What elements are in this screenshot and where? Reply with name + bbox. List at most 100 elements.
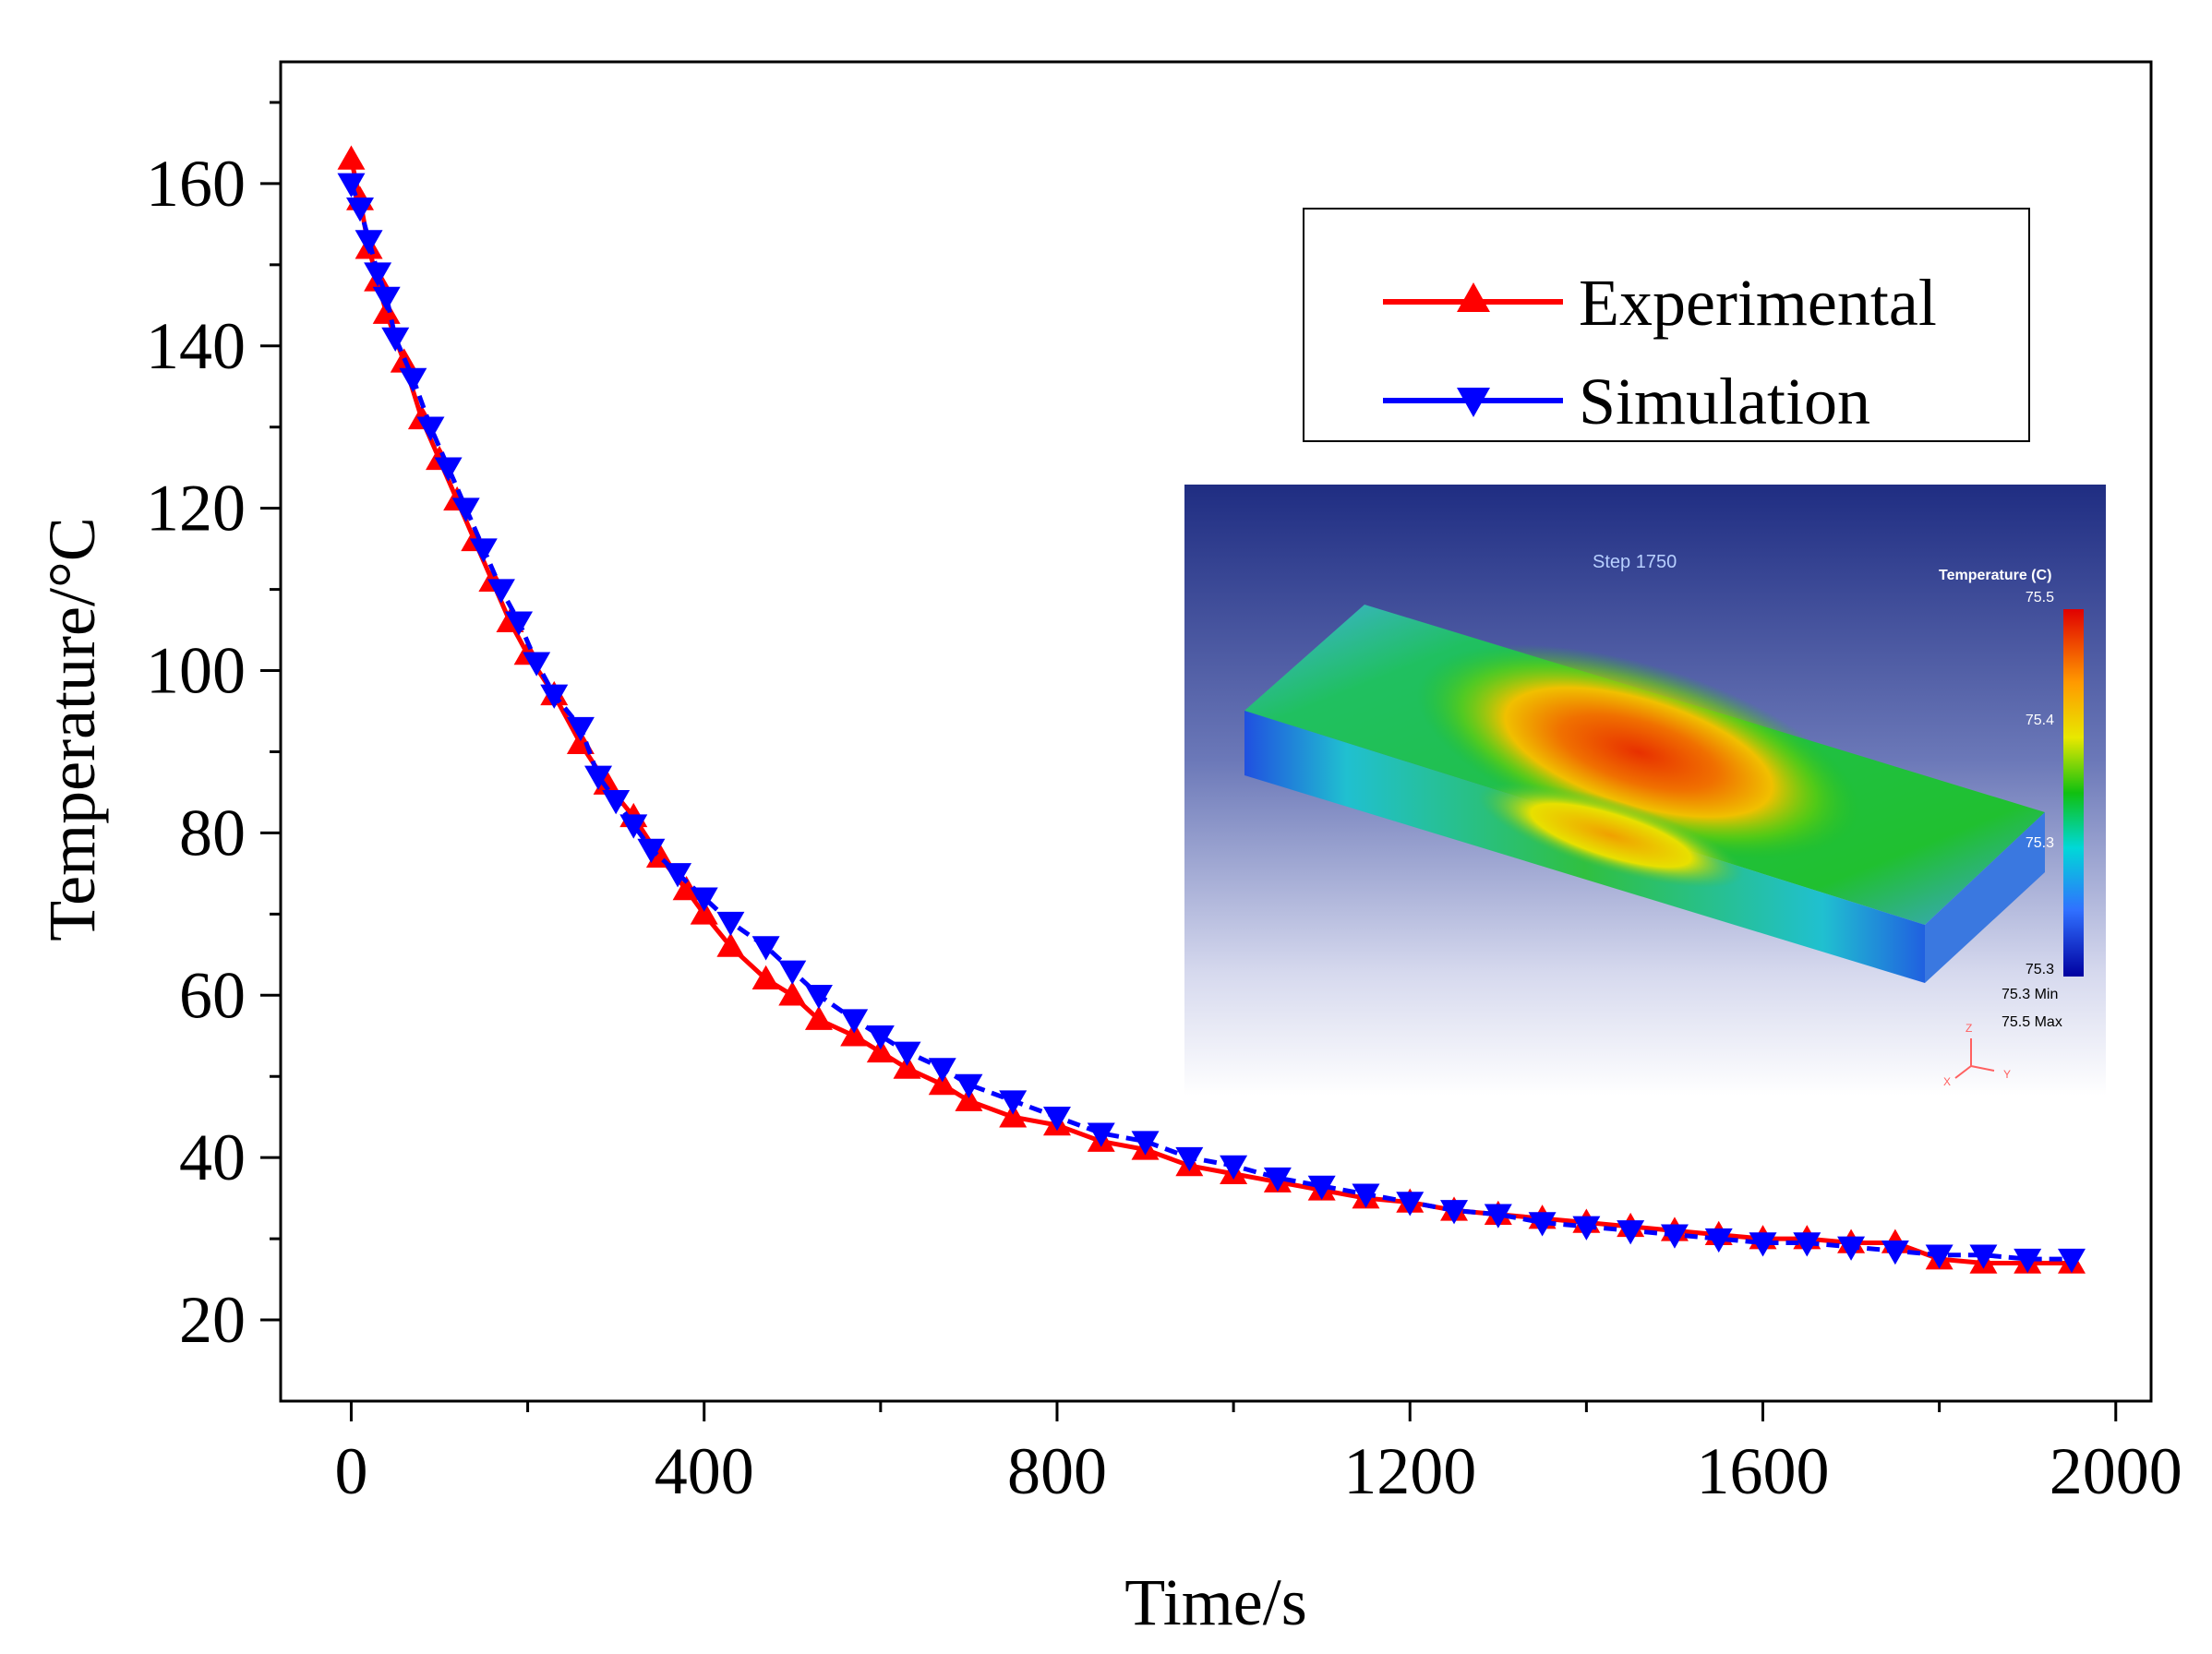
data-point-experimental xyxy=(716,932,745,957)
data-point-simulation xyxy=(1617,1220,1645,1245)
data-point-simulation xyxy=(778,960,807,985)
colorbar-tick-4: 75.3 xyxy=(2026,962,2054,977)
data-point-simulation xyxy=(1969,1244,1998,1269)
data-point-simulation xyxy=(664,863,692,888)
data-point-simulation xyxy=(619,814,648,839)
y-tick-label: 140 xyxy=(146,309,246,383)
data-point-simulation xyxy=(840,1009,869,1034)
data-point-simulation xyxy=(487,579,515,604)
y-tick-label: 40 xyxy=(179,1121,246,1194)
data-point-simulation xyxy=(1749,1232,1777,1257)
data-point-simulation xyxy=(523,652,551,677)
colorbar-tick-1: 75.5 xyxy=(2026,590,2054,605)
axis-layer: 0 400 800 1200 1600 2000 20 40 60 80 100 120 140 160 xyxy=(146,101,2182,1508)
legend-label-experimental: Experimental xyxy=(1579,266,1937,340)
data-point-simulation xyxy=(2014,1248,2042,1274)
inset-step-label: Step 1750 xyxy=(1593,552,1677,572)
data-point-simulation xyxy=(928,1058,956,1083)
data-point-simulation xyxy=(1307,1175,1336,1200)
data-point-experimental xyxy=(840,1022,869,1047)
y-tick-label: 60 xyxy=(179,958,246,1032)
data-point-simulation xyxy=(540,684,569,709)
data-point-experimental xyxy=(804,1005,833,1030)
data-point-simulation xyxy=(2057,1248,2086,1274)
data-point-simulation xyxy=(381,327,410,352)
data-point-simulation xyxy=(1837,1236,1866,1261)
colorbar-tick-3: 75.3 xyxy=(2026,835,2054,851)
data-point-simulation xyxy=(602,789,631,815)
data-point-simulation xyxy=(1660,1224,1689,1249)
y-tick-label: 120 xyxy=(146,472,246,545)
data-point-experimental xyxy=(928,1071,956,1096)
data-point-simulation xyxy=(451,497,480,522)
data-point-simulation xyxy=(1352,1183,1380,1208)
data-point-simulation xyxy=(1263,1167,1292,1193)
data-point-simulation xyxy=(1528,1212,1557,1237)
y-axis-title: Temperature/°C xyxy=(35,517,109,941)
data-point-simulation xyxy=(355,230,383,255)
data-point-simulation xyxy=(346,198,375,222)
data-point-simulation xyxy=(1440,1200,1469,1225)
x-axis-title: Time/s xyxy=(1124,1565,1306,1639)
data-point-simulation xyxy=(364,262,392,287)
inset-min-label: 75.3 Min xyxy=(2002,987,2058,1002)
series-layer xyxy=(337,145,2086,1274)
data-point-simulation xyxy=(1087,1122,1115,1147)
data-point-simulation xyxy=(505,611,534,636)
legend: Experimental Simulation xyxy=(1303,208,2030,442)
data-point-experimental xyxy=(593,770,621,795)
front-hotspot xyxy=(1478,783,1744,888)
data-point-simulation xyxy=(999,1090,1028,1115)
data-point-simulation xyxy=(1793,1232,1821,1257)
data-point-simulation xyxy=(751,936,780,961)
data-point-simulation xyxy=(1572,1216,1601,1240)
data-point-experimental xyxy=(337,145,366,170)
top-hotspot xyxy=(1416,644,1861,860)
data-point-simulation xyxy=(399,367,427,392)
x-tick-label: 400 xyxy=(655,1434,754,1508)
data-point-simulation xyxy=(372,286,401,312)
colorbar-title: Temperature (C) xyxy=(1939,568,2051,583)
data-point-simulation xyxy=(690,887,718,912)
y-tick-label: 100 xyxy=(146,634,246,708)
data-point-simulation xyxy=(584,765,613,790)
data-point-experimental xyxy=(751,965,780,989)
x-tick-label: 1200 xyxy=(1343,1434,1476,1508)
plot-frame xyxy=(279,60,2153,1403)
data-point-simulation xyxy=(1396,1192,1425,1217)
data-point-experimental xyxy=(372,299,401,324)
data-point-simulation xyxy=(637,838,666,864)
legend-marker-experimental xyxy=(1457,282,1490,312)
data-point-simulation xyxy=(1704,1228,1733,1253)
colorbar-tick-2: 75.4 xyxy=(2026,713,2054,728)
data-point-simulation xyxy=(1484,1204,1512,1229)
y-tick-label: 20 xyxy=(179,1283,246,1357)
legend-label-simulation: Simulation xyxy=(1579,365,1870,438)
y-tick-label: 160 xyxy=(146,147,246,221)
data-point-simulation xyxy=(1925,1244,1954,1269)
triad-y-label: Y xyxy=(2003,1068,2011,1081)
data-point-simulation xyxy=(1042,1106,1071,1132)
x-tick-label: 0 xyxy=(334,1434,367,1508)
data-point-experimental xyxy=(690,900,718,925)
data-point-experimental xyxy=(999,1103,1028,1128)
data-point-simulation xyxy=(337,173,366,198)
data-point-experimental xyxy=(955,1086,983,1111)
data-point-simulation xyxy=(866,1025,895,1050)
axis-triad xyxy=(1954,1038,1995,1079)
data-point-simulation xyxy=(955,1073,983,1099)
data-point-simulation xyxy=(716,911,745,937)
x-tick-label: 800 xyxy=(1007,1434,1107,1508)
inset-max-label: 75.5 Max xyxy=(2002,1014,2062,1030)
simulation-inset: Step 1750 Temperature (C) 75.5 75.4 75.3… xyxy=(1184,485,2106,1096)
triad-x-label: X xyxy=(1943,1075,1951,1088)
data-point-simulation xyxy=(566,716,595,742)
data-point-simulation xyxy=(416,416,445,441)
data-point-simulation xyxy=(1131,1131,1160,1156)
y-tick-label: 80 xyxy=(179,796,246,869)
x-tick-label: 1600 xyxy=(1697,1434,1830,1508)
data-point-simulation xyxy=(1881,1240,1909,1265)
x-tick-label: 2000 xyxy=(2050,1434,2182,1508)
data-point-experimental xyxy=(866,1037,895,1063)
